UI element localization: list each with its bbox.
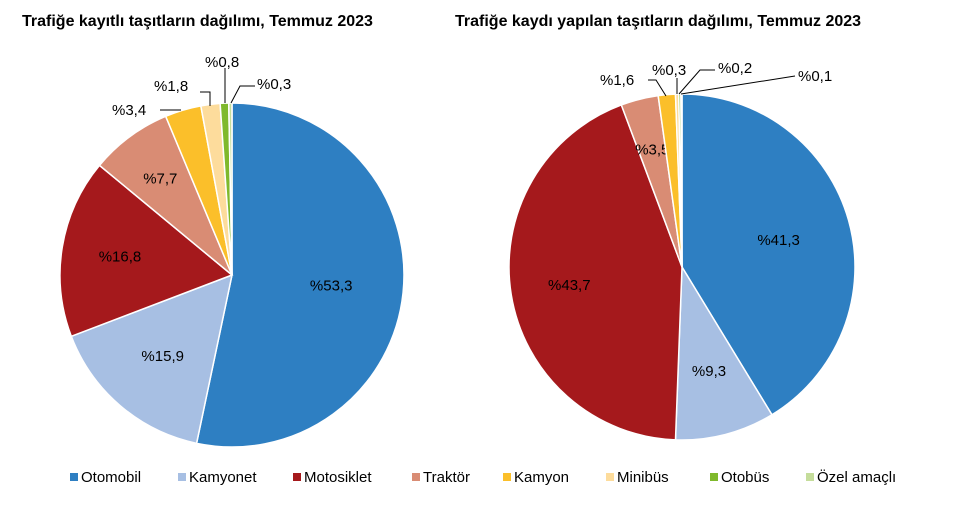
chart-1-label-kamyonet: %15,9 — [141, 348, 184, 365]
chart-1-slice-motosiklet — [59, 164, 234, 338]
legend-label-kamyonet: Kamyonet — [189, 469, 257, 486]
chart-2-title: Trafiğe kaydı yapılan taşıtların dağılım… — [455, 13, 861, 30]
pie-chart-new-registrations: %41,3 %9,3 %43,7 %3,5 %1,6 %0,3 %0,2 %0,1 — [508, 60, 856, 441]
chart-2-slice-kamyonet — [674, 264, 773, 441]
legend-swatch-kamyon — [503, 473, 511, 481]
legend-label-kamyon: Kamyon — [514, 469, 569, 486]
chart-1-label-motosiklet: %16,8 — [99, 249, 142, 266]
chart-2-label-motosiklet: %43,7 — [548, 277, 591, 294]
chart-legend: Otomobil Kamyonet Motosiklet Traktör Kamyon M… — [70, 468, 896, 486]
chart-1-label-ozel: %0,3 — [257, 76, 291, 93]
chart-2-label-traktor: %3,5 — [635, 142, 669, 159]
chart-1-label-traktor: %7,7 — [143, 170, 177, 187]
legend-label-ozel: Özel amaçlı — [817, 468, 896, 486]
legend-swatch-minibus — [606, 473, 614, 481]
chart-1-leader-ozel — [230, 85, 255, 104]
legend-label-traktor: Traktör — [423, 469, 470, 486]
chart-2-label-ozel: %0,1 — [798, 68, 832, 85]
chart-1-title: Trafiğe kayıtlı taşıtların dağılımı, Tem… — [22, 13, 373, 30]
chart-2-label-otobus: %0,2 — [718, 60, 752, 77]
chart-1-slice-ozel — [227, 102, 233, 276]
chart-2-label-kamyonet: %9,3 — [692, 363, 726, 380]
chart-2-slice-motosiklet — [508, 104, 683, 441]
chart-1-slice-otomobil — [195, 102, 405, 448]
legend-label-otobus: Otobüs — [721, 469, 769, 486]
legend-swatch-otomobil — [70, 473, 78, 481]
chart-1-label-minibus: %1,8 — [154, 78, 188, 95]
legend-swatch-motosiklet — [293, 473, 301, 481]
chart-2-label-kamyon: %1,6 — [600, 72, 634, 89]
chart-2-slice-otomobil — [681, 93, 856, 416]
chart-1-label-otobus: %0,8 — [205, 54, 239, 71]
pie-chart-registered: %53,3 %15,9 %16,8 %7,7 %3,4 %1,8 %0,8 %0,3 — [59, 54, 405, 448]
legend-label-motosiklet: Motosiklet — [304, 469, 372, 486]
chart-1-slice-kamyonet — [70, 273, 234, 445]
chart-1-label-kamyon: %3,4 — [112, 102, 146, 119]
chart-2-leader-otobus — [678, 69, 715, 95]
legend-swatch-kamyonet — [178, 473, 186, 481]
chart-2-label-otomobil: %41,3 — [757, 232, 800, 249]
chart-2-leader-kamyon — [648, 79, 667, 97]
chart-2-label-minibus: %0,3 — [652, 62, 686, 79]
legend-swatch-otobus — [710, 473, 718, 481]
legend-swatch-traktor — [412, 473, 420, 481]
legend-swatch-ozel — [806, 473, 814, 481]
chart-1-label-otomobil: %53,3 — [310, 277, 353, 294]
legend-label-minibus: Minibüs — [617, 469, 669, 486]
chart-1-leader-minibus — [200, 91, 211, 106]
chart-2-leader-ozel — [680, 75, 796, 95]
legend-label-otomobil: Otomobil — [81, 469, 141, 486]
